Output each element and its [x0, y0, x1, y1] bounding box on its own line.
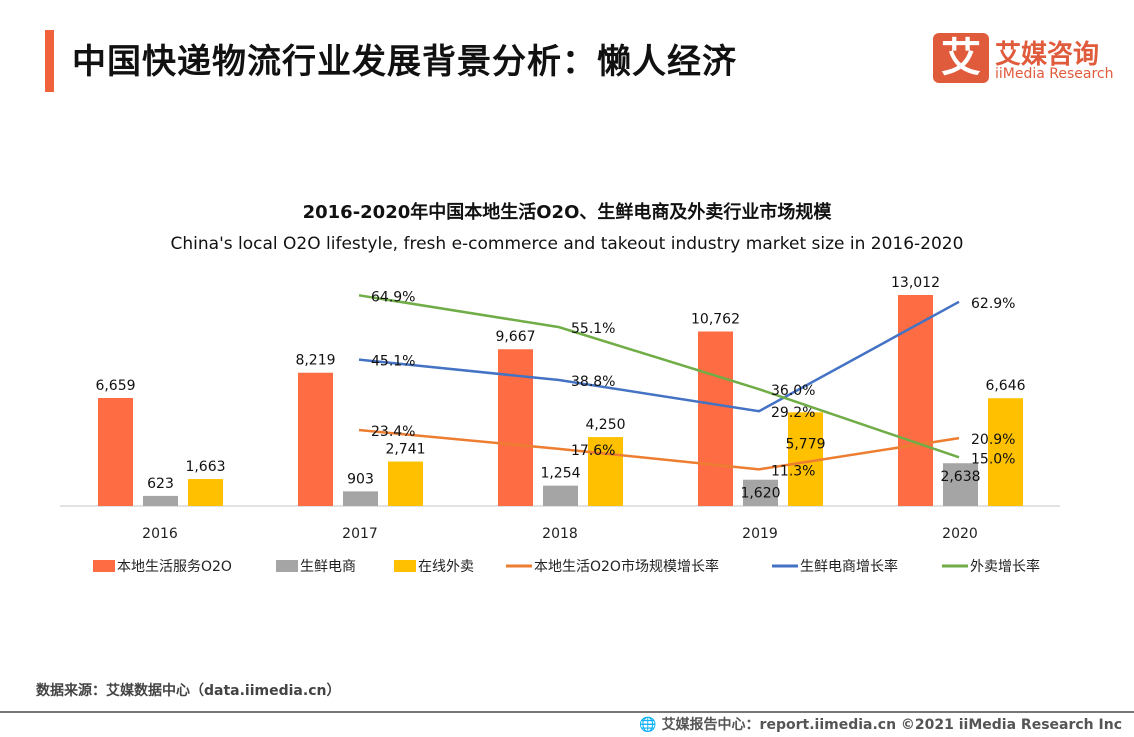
bar-label: 9,667 [495, 329, 535, 345]
bar [388, 461, 423, 506]
bar [498, 349, 533, 506]
x-tick-label: 2018 [542, 526, 578, 542]
bar [188, 479, 223, 506]
line-label: 29.2% [771, 405, 815, 421]
line-label: 20.9% [971, 432, 1015, 448]
line-series [358, 428, 960, 471]
line-label: 15.0% [971, 451, 1015, 467]
line-label: 62.9% [971, 296, 1015, 312]
chart-subtitle: China's local O2O lifestyle, fresh e-com… [170, 234, 964, 254]
bar-label: 1,663 [185, 459, 225, 475]
bar-label: 2,638 [940, 469, 980, 485]
bar-label: 6,646 [985, 378, 1025, 394]
bar [543, 485, 578, 506]
footer-text: 艾媒报告中心：report.iimedia.cn ©2021 iiMedia R… [661, 717, 1122, 733]
x-tick-label: 2016 [142, 526, 178, 542]
line-label: 64.9% [371, 289, 415, 305]
x-tick-label: 2019 [742, 526, 778, 542]
page-title: 中国快递物流行业发展背景分析：懒人经济 [72, 42, 737, 82]
bar-label: 5,779 [785, 436, 825, 452]
line-series [358, 294, 960, 459]
line-series [358, 300, 960, 413]
line-label: 17.6% [571, 443, 615, 459]
footer-report: 🌐 艾媒报告中心：report.iimedia.cn ©2021 iiMedia… [639, 714, 1122, 734]
bar-label: 13,012 [891, 275, 940, 291]
legend-label: 生鲜电商 [300, 559, 356, 575]
bar-label: 2,741 [385, 442, 425, 458]
globe-icon: 🌐 [639, 717, 662, 733]
bar-label: 4,250 [585, 417, 625, 433]
bar-label: 10,762 [691, 311, 740, 327]
bar [898, 295, 933, 506]
legend-swatch [276, 560, 298, 572]
footer-divider [0, 711, 1134, 713]
logo-en: iiMedia Research [995, 66, 1114, 82]
bar [298, 372, 333, 506]
bar-label: 1,254 [540, 466, 580, 482]
bar [743, 479, 778, 506]
bar-label: 1,620 [740, 486, 780, 502]
line-label: 55.1% [571, 321, 615, 337]
bar [943, 463, 978, 506]
data-source: 数据来源：艾媒数据中心（data.iimedia.cn） [36, 683, 341, 699]
line-label: 36.0% [771, 383, 815, 399]
bar [98, 398, 133, 506]
legend-label: 在线外卖 [418, 559, 474, 575]
legend-label: 本地生活服务O2O [117, 559, 232, 575]
bar-label: 6,659 [95, 378, 135, 394]
chart-title: 2016-2020年中国本地生活O2O、生鲜电商及外卖行业市场规模 [302, 202, 832, 223]
legend-label: 生鲜电商增长率 [800, 558, 898, 575]
legend-swatch [93, 560, 115, 572]
legend-label: 本地生活O2O市场规模增长率 [534, 558, 719, 575]
title-accent-bar [45, 30, 54, 92]
bar-label: 623 [147, 476, 174, 492]
legend-swatch [394, 560, 416, 572]
bar [988, 398, 1023, 506]
bar-label: 903 [347, 471, 374, 487]
x-tick-label: 2020 [942, 526, 978, 542]
x-tick-label: 2017 [342, 526, 378, 542]
legend-label: 外卖增长率 [970, 558, 1040, 575]
line-label: 45.1% [371, 354, 415, 370]
bar [588, 437, 623, 506]
bar [143, 495, 178, 506]
logo-mark: 艾 [933, 33, 989, 83]
bar [698, 331, 733, 506]
bar-label: 8,219 [295, 353, 335, 369]
logo-cn: 艾媒咨询 [995, 40, 1100, 70]
line-label: 11.3% [771, 463, 815, 479]
line-label: 23.4% [371, 424, 415, 440]
line-label: 38.8% [571, 374, 615, 390]
bar [343, 491, 378, 506]
